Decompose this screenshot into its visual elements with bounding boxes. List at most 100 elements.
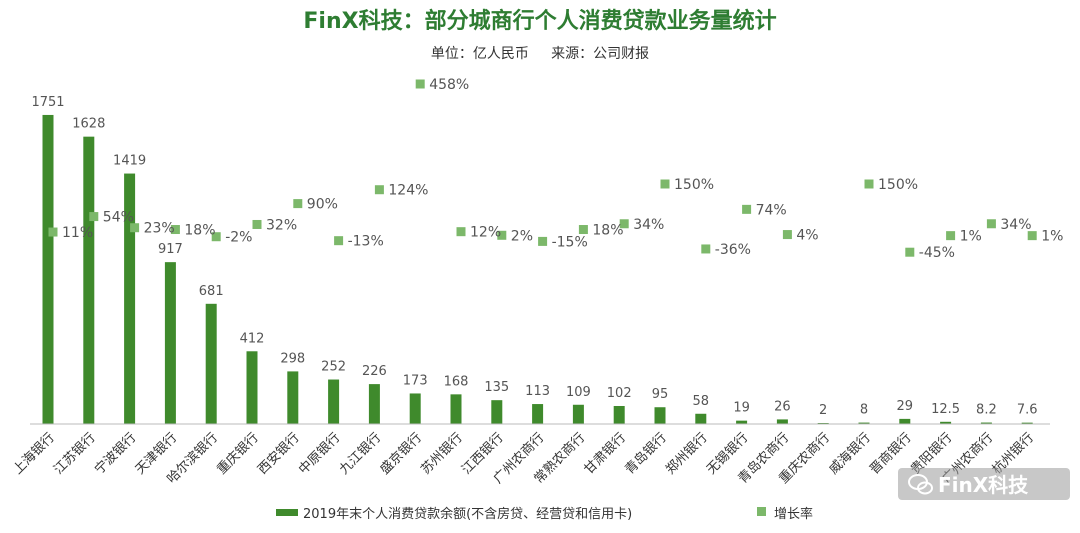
growth-point-12 (538, 236, 548, 246)
legend: 2019年末个人消费贷款余额(不含房贷、经营贷和信用卡) 增长率 (276, 506, 813, 522)
watermark-bg (898, 468, 1070, 500)
legend-bar-swatch (276, 509, 298, 516)
bar-value-label-8: 226 (362, 364, 387, 379)
growth-label-17: 74% (756, 202, 787, 218)
growth-point-10 (456, 227, 466, 237)
bar-value-label-23: 8.2 (976, 403, 997, 418)
x-tick-label-6: 西安银行 (255, 430, 302, 477)
growth-label-16: -36% (715, 242, 751, 258)
bar-8 (368, 384, 380, 424)
x-tick-label-8: 九江银行 (337, 430, 384, 477)
growth-label-0: 11% (62, 225, 93, 241)
growth-point-4 (211, 232, 221, 242)
bar-3 (164, 262, 176, 424)
legend-bar-label: 2019年末个人消费贷款余额(不含房贷、经营贷和信用卡) (303, 506, 632, 522)
bar-12 (532, 404, 544, 424)
bar-4 (205, 303, 217, 424)
bar-22 (940, 421, 952, 424)
bar-2 (124, 173, 136, 424)
bar-value-label-6: 298 (280, 351, 305, 366)
growth-point-16 (701, 244, 711, 254)
bar-5 (246, 351, 258, 424)
growth-label-18: 4% (796, 228, 818, 244)
growth-point-20 (864, 179, 874, 189)
bar-value-label-15: 95 (652, 387, 669, 402)
x-tick-label-1: 江苏银行 (51, 430, 99, 478)
x-axis-tick-labels: 上海银行江苏银行宁波银行天津银行哈尔滨银行重庆银行西安银行中原银行九江银行盛京银… (10, 430, 1037, 487)
bar-23 (980, 422, 992, 424)
bar-1 (83, 136, 95, 424)
growth-label-5: 32% (266, 217, 297, 233)
growth-label-21: -45% (919, 245, 955, 261)
growth-point-9 (415, 79, 425, 89)
growth-point-17 (742, 204, 752, 214)
x-tick-label-10: 苏州银行 (418, 430, 466, 478)
growth-series (48, 79, 1037, 257)
growth-label-11: 2% (511, 228, 533, 244)
growth-point-6 (293, 199, 303, 209)
growth-label-24: 1% (1041, 229, 1063, 245)
growth-value-labels: 11% 54% 23% 18% -2% 32% 90% -13% 124% 458% 12% 2% -1… (62, 77, 1063, 261)
growth-point-11 (497, 230, 507, 240)
growth-point-7 (334, 236, 344, 246)
bar-value-label-5: 412 (240, 331, 265, 346)
bar-21 (899, 418, 911, 424)
growth-label-4: -2% (225, 230, 252, 246)
growth-label-15: 150% (674, 177, 714, 193)
bar-11 (491, 400, 503, 424)
bar-17 (736, 420, 748, 424)
growth-label-23: 34% (1000, 217, 1031, 233)
x-tick-label-0: 上海银行 (10, 430, 57, 477)
growth-point-23 (986, 219, 996, 229)
growth-point-22 (946, 231, 956, 241)
growth-label-9: 458% (429, 77, 469, 93)
bar-18 (776, 419, 788, 424)
bar-value-label-11: 135 (484, 380, 509, 395)
growth-point-8 (374, 185, 384, 195)
growth-point-18 (782, 230, 792, 240)
watermark: FinX科技 (898, 468, 1070, 500)
bar-24 (1021, 422, 1033, 424)
x-tick-label-7: 中原银行 (296, 430, 343, 477)
x-tick-label-9: 盛京银行 (378, 430, 425, 477)
growth-label-3: 18% (184, 223, 215, 239)
bar-13 (572, 404, 584, 424)
bar-value-label-18: 26 (774, 399, 791, 414)
bar-value-label-24: 7.6 (1017, 403, 1038, 418)
growth-point-5 (252, 219, 262, 229)
bar-series (42, 114, 1033, 425)
bar-value-label-21: 29 (897, 399, 914, 414)
bar-9 (409, 393, 421, 424)
bar-value-label-22: 12.5 (931, 402, 960, 417)
growth-label-1: 54% (103, 210, 134, 226)
x-tick-label-5: 重庆银行 (214, 430, 262, 478)
chart-title: FinX科技：部分城商行个人消费贷款业务量统计 (303, 8, 776, 34)
wechat-icon (908, 474, 933, 495)
bar-value-label-13: 109 (566, 385, 591, 400)
x-tick-label-16: 郑州银行 (663, 430, 710, 477)
growth-point-13 (578, 225, 588, 235)
growth-point-3 (170, 225, 180, 235)
watermark-text: FinX科技 (938, 473, 1029, 497)
growth-point-1 (89, 212, 99, 222)
bar-value-label-2: 1419 (113, 154, 146, 169)
growth-label-14: 34% (633, 217, 664, 233)
growth-label-12: -15% (552, 234, 588, 250)
chart-subtitle: 单位：亿人民币 来源：公司财报 (431, 46, 649, 62)
bar-value-label-9: 173 (403, 373, 428, 388)
growth-label-10: 12% (470, 225, 501, 241)
bar-value-label-0: 1751 (31, 95, 64, 110)
bar-0 (42, 114, 54, 425)
x-tick-label-14: 甘肃银行 (582, 430, 629, 477)
bar-value-label-20: 8 (860, 403, 868, 418)
bar-10 (450, 394, 462, 424)
bar-value-label-19: 2 (819, 403, 827, 418)
bar-value-label-10: 168 (444, 374, 469, 389)
bar-16 (695, 413, 707, 424)
legend-growth-label: 增长率 (774, 506, 813, 522)
growth-point-15 (660, 179, 670, 189)
growth-point-24 (1027, 231, 1037, 241)
growth-label-22: 1% (960, 229, 982, 245)
